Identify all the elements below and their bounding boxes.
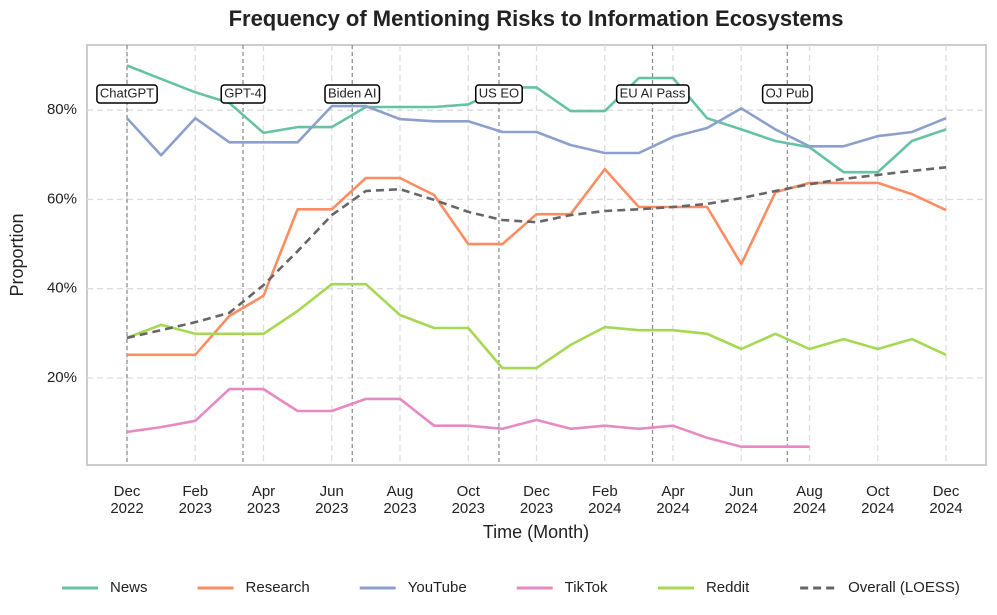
event-label-box <box>615 84 690 104</box>
event-label-text: ChatGPT <box>100 85 154 100</box>
legend-label: News <box>110 579 148 596</box>
x-axis-label: Time (Month) <box>483 522 589 542</box>
event-label-text: Biden AI <box>328 85 376 100</box>
event-label: GPT-4 <box>220 84 266 104</box>
legend: News Research YouTube TikTok Reddit Overall (… <box>62 579 960 596</box>
legend-label: Reddit <box>706 579 750 596</box>
event-label-text: OJ Pub <box>766 85 809 100</box>
event-label-box <box>324 84 381 104</box>
x-tick-label: Dec 2024 <box>929 483 963 517</box>
x-tick-label: Jun 2024 <box>724 483 758 517</box>
x-tick-label: Apr 2024 <box>656 483 690 517</box>
event-label: Biden AI <box>324 84 381 104</box>
x-tick-label: Oct 2023 <box>451 483 485 517</box>
event-label-box <box>96 84 158 104</box>
x-tick-label: Dec 2022 <box>110 483 144 517</box>
series-line <box>126 104 947 157</box>
x-tick-label: Jun 2023 <box>315 483 349 517</box>
legend-label: Research <box>246 579 310 596</box>
event-label: US EO <box>474 84 523 104</box>
legend-label: TikTok <box>565 579 608 596</box>
event-label-text: US EO <box>479 85 519 100</box>
event-label-text: GPT-4 <box>224 85 262 100</box>
event-label: EU AI Pass <box>615 84 690 104</box>
event-label-text: EU AI Pass <box>620 85 686 100</box>
event-label-box <box>761 84 813 104</box>
x-tick-label: Aug 2024 <box>792 483 827 517</box>
series-line <box>126 387 810 448</box>
x-tick-label: Feb 2023 <box>178 483 212 517</box>
y-tick-label: 40% <box>47 280 77 297</box>
series-line <box>127 167 947 357</box>
series-line <box>126 166 947 340</box>
x-tick-label: Dec 2023 <box>519 483 554 517</box>
y-axis-label: Proportion <box>7 213 27 296</box>
chart-title: Frequency of Mentioning Risks to Informa… <box>229 6 844 31</box>
series-line <box>126 282 947 370</box>
legend-label: Overall (LOESS) <box>848 579 960 596</box>
event-label-box <box>474 84 523 104</box>
x-tick-label: Aug 2023 <box>383 483 417 517</box>
x-tick-label: Oct 2024 <box>861 483 895 517</box>
event-label: OJ Pub <box>761 84 813 104</box>
event-label: ChatGPT <box>96 84 158 104</box>
y-tick-label: 80% <box>47 101 77 118</box>
legend-label: YouTube <box>408 579 467 596</box>
y-tick-label: 60% <box>47 190 77 207</box>
x-tick-label: Feb 2024 <box>588 483 622 517</box>
event-label-box <box>220 84 266 104</box>
x-tick-label: Apr 2023 <box>246 483 281 517</box>
y-tick-label: 20% <box>47 369 77 386</box>
